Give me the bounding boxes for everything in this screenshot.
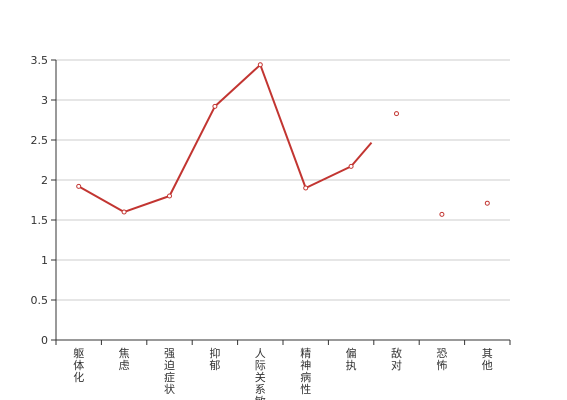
y-tick-label: 1.5 [31,214,49,227]
x-tick-label: 抑郁 [209,346,220,372]
series-line-path [78,63,352,213]
gridlines [56,59,510,301]
data-point [167,193,172,199]
y-tick-label: 0 [41,334,48,347]
data-point [484,200,490,206]
y-tick-label: 3.5 [31,54,49,67]
y-axis: 0 0.5 1 1.5 2 2.5 3 3.5 [31,54,57,347]
y-tick-label: 1 [41,254,48,267]
data-point [348,163,354,169]
y-tick-label: 0.5 [31,294,49,307]
data-point [303,185,309,191]
x-tick-label: 其他 [482,347,493,372]
series-line-partial [350,141,373,168]
x-tick-label: 人际关系敏感 [255,347,266,400]
x-axis: 躯体化 焦虑 强迫症状 抑郁 人际关系敏感 精神病性 偏执 敌对 恐怖 其他 [55,339,511,400]
x-tick-label: 敌对 [391,346,402,372]
data-point [257,62,263,68]
data-point [121,209,127,215]
x-tick-label: 精神病性 [300,347,311,396]
data-point [439,211,445,217]
x-tick-label: 焦虑 [119,347,130,372]
data-point [76,183,82,189]
y-tick-label: 2 [41,174,48,187]
x-tick-label: 躯体化 [73,347,84,384]
x-tick-label: 恐怖 [436,347,447,372]
y-tick-label: 3 [41,94,48,107]
data-point [394,111,399,117]
y-tick-label: 2.5 [31,134,49,147]
series-line [76,62,490,217]
data-point [212,103,218,109]
x-tick-label: 强迫症状 [164,347,175,396]
x-tick-label: 偏执 [346,346,357,372]
